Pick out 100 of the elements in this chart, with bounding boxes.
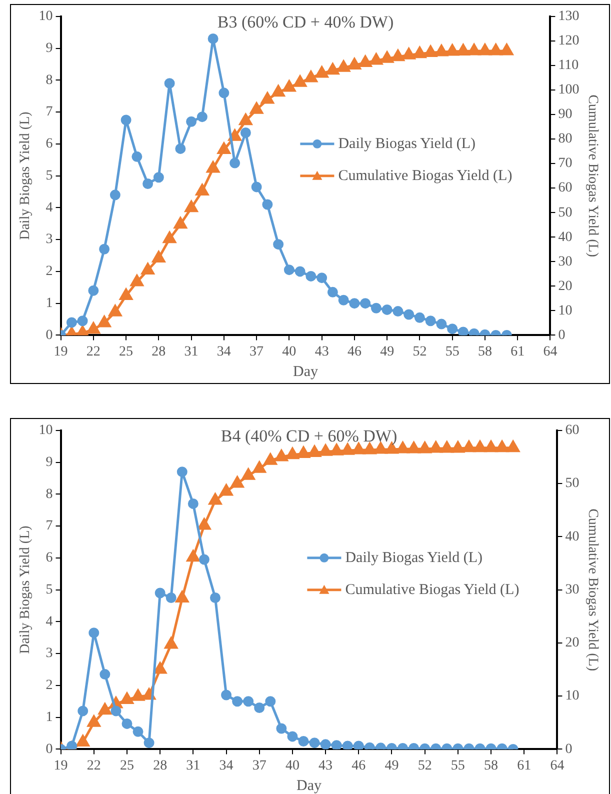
point xyxy=(342,740,353,750)
point xyxy=(276,723,287,734)
y-tick-label: 4 xyxy=(46,200,53,216)
point xyxy=(326,63,340,75)
point xyxy=(306,270,316,282)
point xyxy=(274,450,288,462)
x-tick-label: 43 xyxy=(318,758,333,774)
point xyxy=(252,461,266,473)
y-tick-label: 10 xyxy=(38,423,53,438)
point xyxy=(164,637,178,649)
point xyxy=(500,44,514,56)
x-tick-label: 34 xyxy=(216,344,231,360)
point xyxy=(141,262,154,274)
legend-label: Cumulative Biogas Yield (L) xyxy=(338,168,512,184)
point xyxy=(418,442,432,454)
y-tick-label: 8 xyxy=(46,486,53,502)
x-tick-label: 25 xyxy=(120,758,134,774)
x-tick-label: 52 xyxy=(418,758,432,774)
y-tick-label: 10 xyxy=(38,9,53,24)
point xyxy=(76,735,90,747)
point xyxy=(78,706,88,716)
y2-tick-label: 60 xyxy=(558,180,572,196)
point xyxy=(132,151,142,162)
y2-tick-label: 70 xyxy=(558,156,572,172)
x-tick-label: 34 xyxy=(219,758,234,774)
y-tick-label: 7 xyxy=(46,518,53,534)
point xyxy=(348,58,361,70)
point xyxy=(262,199,273,210)
x-tick-label: 28 xyxy=(152,344,166,360)
point xyxy=(341,443,354,455)
point xyxy=(413,46,426,58)
point xyxy=(110,706,122,716)
point xyxy=(496,440,508,452)
y2-tick-label: 20 xyxy=(565,636,580,651)
point xyxy=(294,75,307,87)
y-tick-label: 1 xyxy=(46,710,53,725)
point xyxy=(175,143,186,154)
point xyxy=(240,128,251,138)
point xyxy=(407,442,420,454)
point xyxy=(468,44,481,56)
point xyxy=(130,274,144,286)
point xyxy=(153,172,164,183)
point xyxy=(260,92,274,104)
point xyxy=(206,161,220,173)
point xyxy=(370,302,382,314)
point xyxy=(284,264,294,276)
point xyxy=(316,272,328,284)
y-tick-label: 4 xyxy=(46,614,53,630)
point xyxy=(265,696,276,707)
y-tick-label: 9 xyxy=(46,454,53,470)
point xyxy=(308,445,321,457)
point xyxy=(272,85,285,97)
x-tick-label: 49 xyxy=(380,344,394,360)
x-tick-label: 19 xyxy=(54,344,68,360)
point xyxy=(98,703,112,715)
x-tick-label: 31 xyxy=(184,344,198,360)
y-tick-label: 3 xyxy=(46,646,53,662)
point xyxy=(239,114,252,126)
point xyxy=(392,306,404,317)
point xyxy=(120,692,134,704)
point xyxy=(436,318,447,330)
y2-tick-label: 30 xyxy=(558,254,572,270)
point xyxy=(66,317,77,328)
x-axis-title: Day xyxy=(296,778,322,794)
point xyxy=(327,286,338,298)
point xyxy=(282,80,296,92)
point xyxy=(250,102,264,114)
point xyxy=(196,184,209,196)
point xyxy=(208,33,218,44)
x-tick-label: 55 xyxy=(450,758,465,774)
point xyxy=(506,440,520,452)
y2-tick-label: 0 xyxy=(565,742,572,757)
x-axis-title: Day xyxy=(293,364,318,380)
y2-axis-title: Cumulative Biogas Yield (L) xyxy=(584,508,600,672)
y2-tick-label: 50 xyxy=(565,476,580,492)
x-tick-label: 31 xyxy=(186,758,200,774)
y-tick-label: 5 xyxy=(46,168,53,184)
point xyxy=(319,444,332,456)
point xyxy=(166,592,176,604)
point xyxy=(174,217,187,229)
point xyxy=(164,78,175,89)
x-tick-label: 64 xyxy=(543,344,558,360)
x-tick-label: 19 xyxy=(54,758,68,774)
point xyxy=(396,442,410,454)
y2-tick-label: 50 xyxy=(558,205,572,220)
point xyxy=(242,468,255,480)
point xyxy=(447,324,458,334)
y-axis-title: Daily Biogas Yield (L) xyxy=(18,111,34,240)
point xyxy=(163,232,176,244)
x-tick-label: 43 xyxy=(314,344,329,360)
point xyxy=(154,662,167,674)
x-tick-label: 25 xyxy=(119,344,134,360)
y2-tick-label: 110 xyxy=(558,58,579,74)
point xyxy=(152,250,166,262)
point xyxy=(330,444,344,456)
legend-label: Daily Biogas Yield (L) xyxy=(338,136,476,152)
point xyxy=(221,690,232,700)
point xyxy=(370,53,383,65)
point xyxy=(176,591,189,603)
y2-tick-label: 10 xyxy=(565,688,580,704)
